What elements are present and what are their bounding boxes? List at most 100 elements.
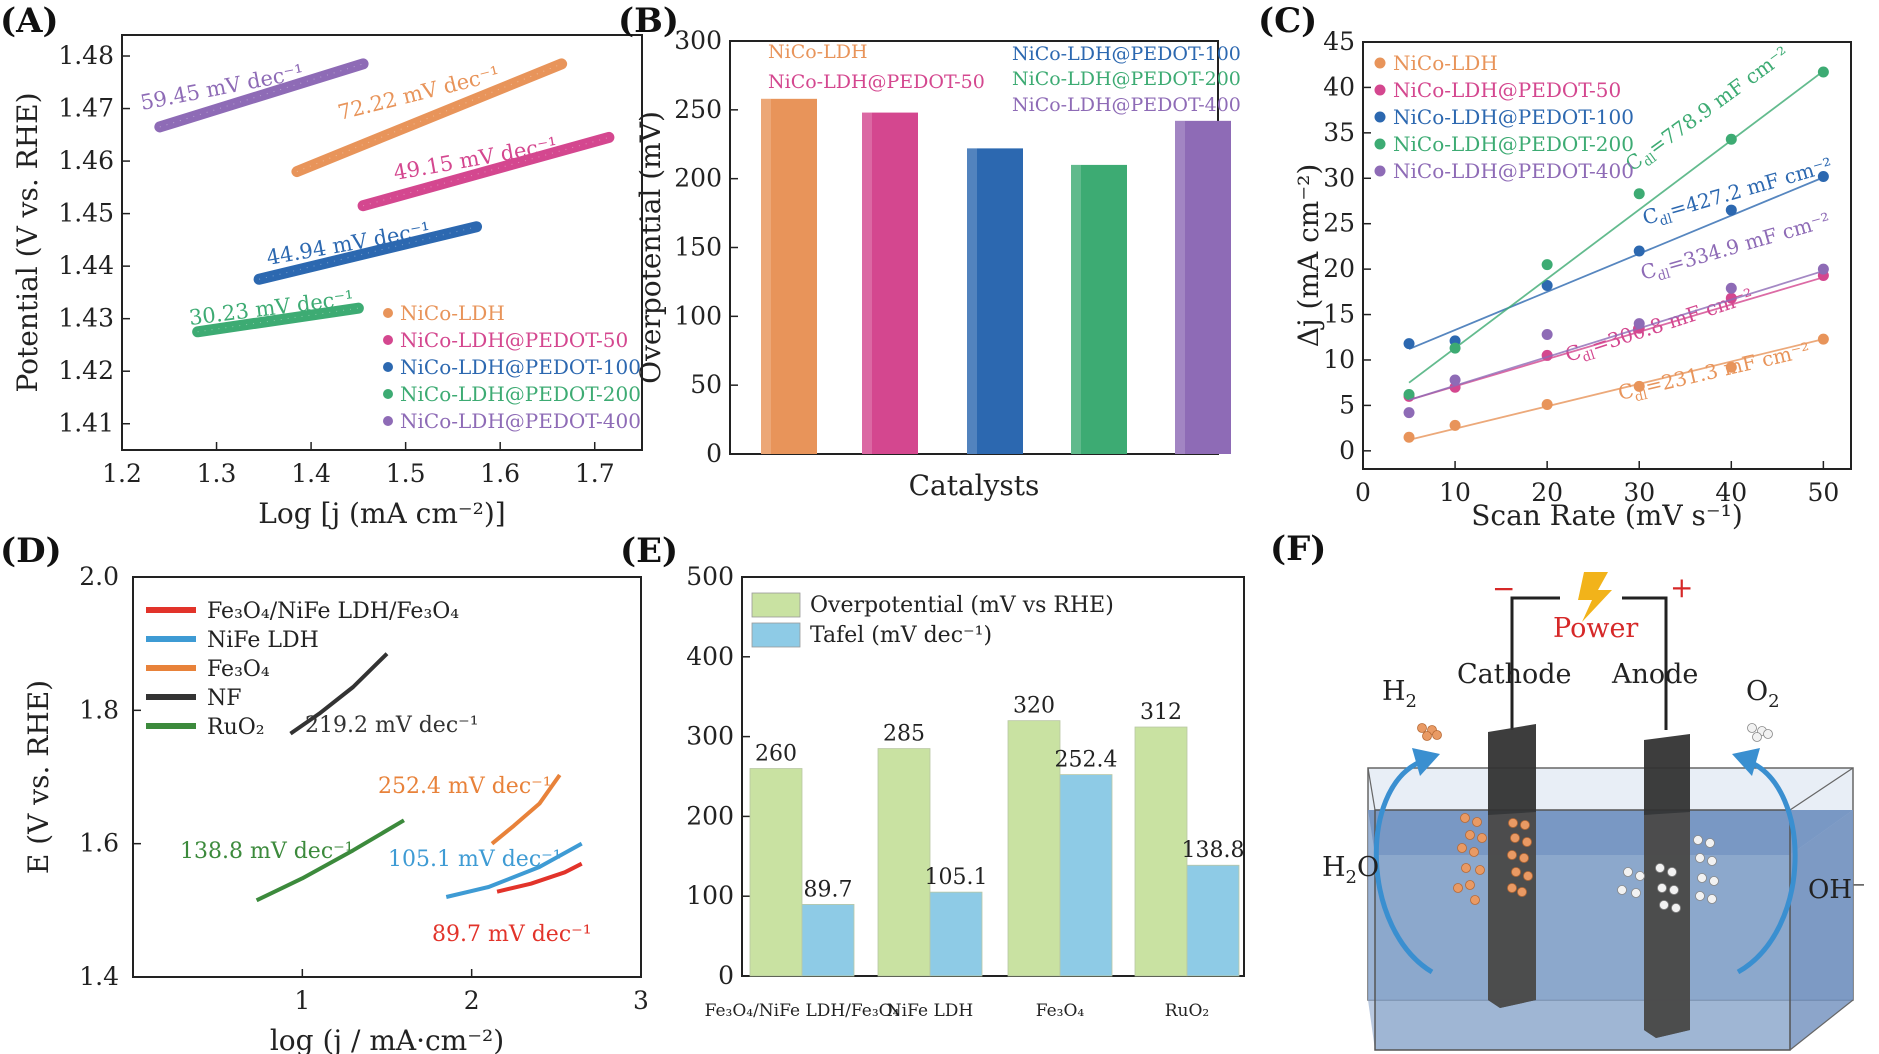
series-line-4: [192, 302, 364, 338]
slope-annotation-2: 105.1 mV dec⁻¹: [388, 847, 562, 872]
y-tick-label: 2.0: [79, 562, 119, 591]
y-tick-label: 30: [1323, 163, 1355, 192]
y-axis-label: Overpotential (mV): [634, 111, 667, 384]
y-tick-label: 15: [1323, 300, 1355, 329]
bar-overpotential-2: [877, 748, 931, 977]
legend-marker-5: [383, 416, 393, 426]
y-tick-label: 10: [1323, 345, 1355, 374]
y-axis-label: E (V vs. RHE): [22, 680, 55, 874]
bar-5: [1175, 120, 1231, 454]
hydrogen-bubble: [1508, 818, 1518, 828]
data-point: [1541, 279, 1553, 291]
bar-overpotential-4: [1134, 726, 1188, 977]
y-axis-label: Potential (V vs. RHE): [11, 92, 44, 392]
o2-label: O2: [1746, 676, 1780, 712]
panel-d: (D) 1.4 1.6 1.8 2.0 1 2 3 log (j / mA·cm⁻²) E (V …: [0, 531, 649, 1054]
category-label-3: Fe₃O₄: [1036, 1001, 1085, 1021]
oxygen-bubble: [1669, 885, 1679, 895]
hydrogen-bubble: [1520, 820, 1530, 830]
series-line-5: [154, 58, 369, 133]
oxygen-bubble: [1631, 888, 1641, 898]
legend-marker-2: [1374, 84, 1386, 96]
data-point: [1725, 133, 1737, 145]
x-tick-label: 1.4: [291, 459, 331, 488]
bar-2: [862, 112, 918, 454]
annotation-symbol: C: [1640, 203, 1661, 230]
water-front-face: [1375, 855, 1790, 1050]
hydrogen-bubble: [1422, 731, 1432, 741]
legend-swatch-1: [751, 592, 801, 618]
bar-overpotential-3: [1007, 720, 1061, 977]
hydrogen-bubble: [1522, 837, 1532, 847]
y-tick-label: 20: [1323, 254, 1355, 283]
bar-tafel-4: [1186, 864, 1240, 977]
legend-label-5: RuO₂: [207, 715, 265, 740]
data-point: [1403, 431, 1415, 443]
series-curve-5: [255, 818, 405, 903]
hydrogen-bubble: [1469, 847, 1479, 857]
hydrogen-bubble: [1507, 850, 1517, 860]
oxygen-bubble: [1747, 723, 1757, 733]
annotation-subscript: dl: [1656, 267, 1672, 285]
bar-highlight-5: [1175, 120, 1185, 454]
water-right-face: [1790, 810, 1853, 1050]
y-tick-label: 300: [686, 722, 734, 751]
y-tick-label: 1.6: [79, 829, 119, 858]
anode-label: Anode: [1611, 659, 1698, 690]
legend-label-1: Overpotential (mV vs RHE): [810, 593, 1114, 618]
oxygen-bubble: [1623, 867, 1633, 877]
x-tick-label: 20: [1531, 478, 1563, 507]
bar-highlight-1: [761, 98, 771, 454]
data-point: [1541, 329, 1553, 341]
series-line-1: [291, 58, 568, 178]
hydrogen-bubble: [1507, 883, 1517, 893]
hydrogen-bubble: [1465, 880, 1475, 890]
x-tick-label: 2: [464, 986, 480, 1015]
tank-edge: [1789, 999, 1854, 1051]
y-tick-label: 200: [686, 801, 734, 830]
data-point: [1541, 398, 1553, 410]
panel-label: (B): [618, 1, 679, 41]
legend-label-4: NiCo-LDH@PEDOT-200: [400, 382, 641, 406]
y-tick-label: 400: [686, 642, 734, 671]
oxygen-bubble: [1707, 894, 1717, 904]
bar-tafel-2: [929, 891, 983, 977]
legend-swatch-2: [751, 622, 801, 648]
panel-b: (B) 0 50 100 150 200 250 300 Catalysts Overpotent…: [618, 1, 1241, 502]
hydrogen-bubble: [1470, 895, 1480, 905]
hydrogen-bubble: [1472, 817, 1482, 827]
panel-label: (F): [1270, 529, 1326, 569]
annotation-symbol: C: [1616, 378, 1636, 405]
x-tick-label: 1.3: [197, 459, 237, 488]
panel-a: (A) 1.41 1.42 1.43 1.44 1.45 1.46 1.47 1.48 1.2 1.…: [0, 1, 643, 530]
legend-label-2: Tafel (mV dec⁻¹): [810, 623, 992, 648]
y-tick-label: 1.45: [58, 199, 114, 228]
y-tick-label: 1.42: [58, 356, 114, 385]
y-tick-label: 0: [718, 961, 734, 990]
fit-line-4: [1408, 70, 1824, 384]
oxygen-bubble: [1635, 871, 1645, 881]
hydrogen-bubble: [1432, 730, 1442, 740]
legend-label-4: NiCo-LDH@PEDOT-200: [1012, 68, 1241, 90]
oxygen-bubble: [1752, 732, 1762, 742]
bar-value-label: 285: [883, 722, 925, 747]
panel-label: (A): [0, 1, 59, 41]
oxygen-bubble: [1707, 856, 1717, 866]
panel-label: (C): [1258, 1, 1317, 41]
data-point: [1633, 245, 1645, 257]
category-label-2: NiFe LDH: [887, 1001, 973, 1021]
legend-label-2: NiCo-LDH@PEDOT-50: [1393, 78, 1621, 102]
y-tick-label: 1.8: [79, 695, 119, 724]
y-tick-label: 250: [674, 95, 722, 124]
legend-label-1: NiCo-LDH: [400, 301, 505, 325]
anode-electrode-submerged: [1644, 812, 1690, 1038]
annotation-symbol: C: [1638, 258, 1659, 285]
legend-marker-3: [383, 362, 393, 372]
data-point: [1817, 66, 1829, 78]
y-tick-label: 1.46: [58, 146, 114, 175]
annotation-value: =778.9 mF cm⁻²: [1643, 41, 1793, 159]
slope-annotation-3: 252.4 mV dec⁻¹: [378, 774, 552, 799]
water-surface: [1368, 810, 1853, 855]
x-tick-label: 1.5: [386, 459, 426, 488]
cathode-wire: [1510, 596, 1560, 730]
